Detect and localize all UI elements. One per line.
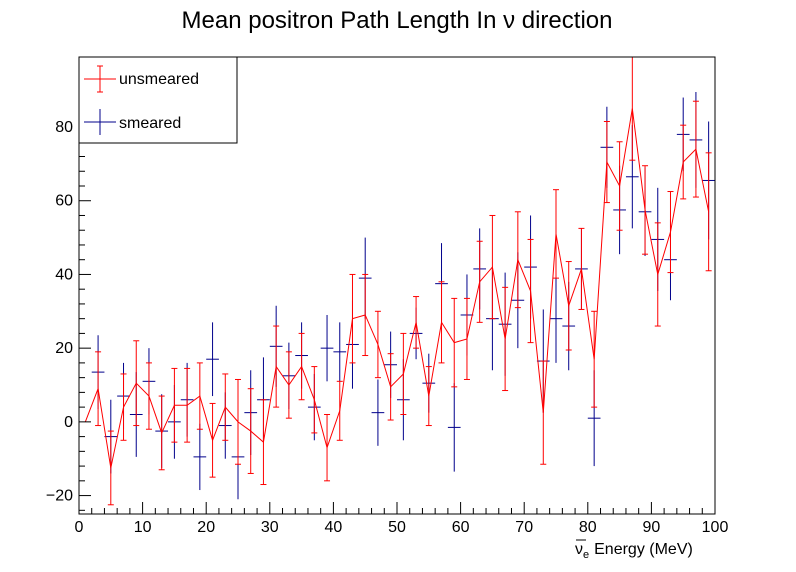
unsmeared-point — [438, 281, 445, 364]
unsmeared-point — [565, 261, 572, 351]
x-axis-title: νe Energy (MeV) — [575, 539, 693, 561]
unsmeared-point — [273, 325, 280, 408]
unsmeared-point — [196, 362, 203, 430]
x-tick-label: 60 — [452, 519, 470, 536]
smeared-point — [320, 314, 334, 382]
x-tick-label: 20 — [197, 519, 215, 536]
unsmeared-point — [235, 378, 241, 465]
y-tick-label: −20 — [46, 488, 73, 505]
unsmeared-point — [387, 353, 394, 421]
x-tick-label: 50 — [388, 519, 406, 536]
x-tick-label: 30 — [261, 519, 279, 536]
unsmeared-point — [120, 373, 127, 441]
unsmeared-point — [298, 332, 305, 401]
unsmeared-point — [171, 367, 178, 443]
unsmeared-point — [540, 360, 547, 465]
smeared-point — [447, 383, 461, 472]
legend-label-smeared: smeared — [119, 115, 181, 132]
smeared-point — [371, 379, 385, 446]
unsmeared-point — [705, 152, 712, 272]
plot-area — [84, 57, 715, 506]
smeared-point — [206, 322, 219, 397]
unsmeared-point — [400, 332, 407, 415]
unsmeared-point — [527, 238, 534, 344]
x-tick-label: 80 — [579, 519, 597, 536]
y-tick-label: 80 — [55, 119, 73, 136]
smeared-point — [333, 322, 347, 382]
y-tick-label: 20 — [55, 340, 73, 357]
unsmeared-point — [578, 227, 585, 310]
unsmeared-point — [145, 362, 152, 430]
unsmeared-point — [336, 380, 343, 441]
x-tick-label: 0 — [75, 519, 84, 536]
y-tick-label: 60 — [55, 193, 73, 210]
legend-box — [78, 56, 238, 144]
unsmeared-point — [311, 366, 318, 434]
unsmeared-point — [374, 310, 381, 379]
unsmeared-point — [107, 430, 114, 506]
unsmeared-point — [247, 388, 254, 474]
smeared-point — [193, 423, 207, 491]
unsmeared-point — [133, 340, 140, 427]
chart-title: Mean positron Path Length In ν direction — [182, 7, 613, 34]
unsmeared-point — [222, 373, 229, 441]
legend: unsmeared smeared — [78, 56, 238, 144]
y-tick-label: 40 — [55, 266, 73, 283]
unsmeared-line — [84, 108, 710, 469]
unsmeared-point — [425, 366, 432, 427]
unsmeared-point — [285, 351, 292, 419]
unsmeared-point — [591, 310, 598, 408]
x-axis-label: Energy (MeV) — [594, 541, 693, 558]
legend-label-unsmeared: unsmeared — [119, 71, 199, 88]
unsmeared-point — [209, 402, 216, 478]
unsmeared-point — [692, 100, 699, 198]
x-axis-symbol: ν — [575, 541, 583, 558]
unsmeared-point — [362, 273, 369, 357]
unsmeared-point — [642, 165, 649, 255]
unsmeared-point — [413, 296, 420, 349]
unsmeared-point — [158, 395, 165, 471]
y-tick-label: 0 — [64, 414, 73, 431]
x-tick-label: 10 — [134, 519, 152, 536]
x-tick-label: 70 — [515, 519, 533, 536]
x-axis: 0 10 20 30 40 50 60 70 80 90 100 — [75, 502, 729, 536]
unsmeared-point — [502, 286, 509, 392]
unsmeared-point — [654, 222, 661, 327]
unsmeared-point — [553, 189, 559, 279]
x-tick-label: 100 — [702, 519, 729, 536]
unsmeared-point — [260, 399, 267, 486]
unsmeared-point — [629, 57, 636, 161]
unsmeared-point — [463, 297, 470, 380]
unsmeared-point — [476, 240, 483, 323]
y-axis: −20 0 20 40 60 80 — [46, 67, 91, 511]
unsmeared-point — [184, 367, 191, 443]
unsmeared-point — [514, 211, 521, 309]
unsmeared-point — [324, 413, 331, 482]
unsmeared-point — [680, 124, 687, 200]
unsmeared-point — [349, 273, 356, 364]
unsmeared-point — [95, 351, 102, 427]
x-axis-subscript: e — [583, 549, 589, 561]
unsmeared-point — [451, 297, 458, 388]
smeared-point — [549, 274, 563, 363]
x-tick-label: 40 — [325, 519, 343, 536]
unsmeared-point — [489, 214, 496, 320]
unsmeared-point — [603, 120, 610, 204]
unsmeared-point — [667, 191, 674, 274]
unsmeared-point — [616, 141, 623, 231]
x-tick-label: 90 — [643, 519, 661, 536]
